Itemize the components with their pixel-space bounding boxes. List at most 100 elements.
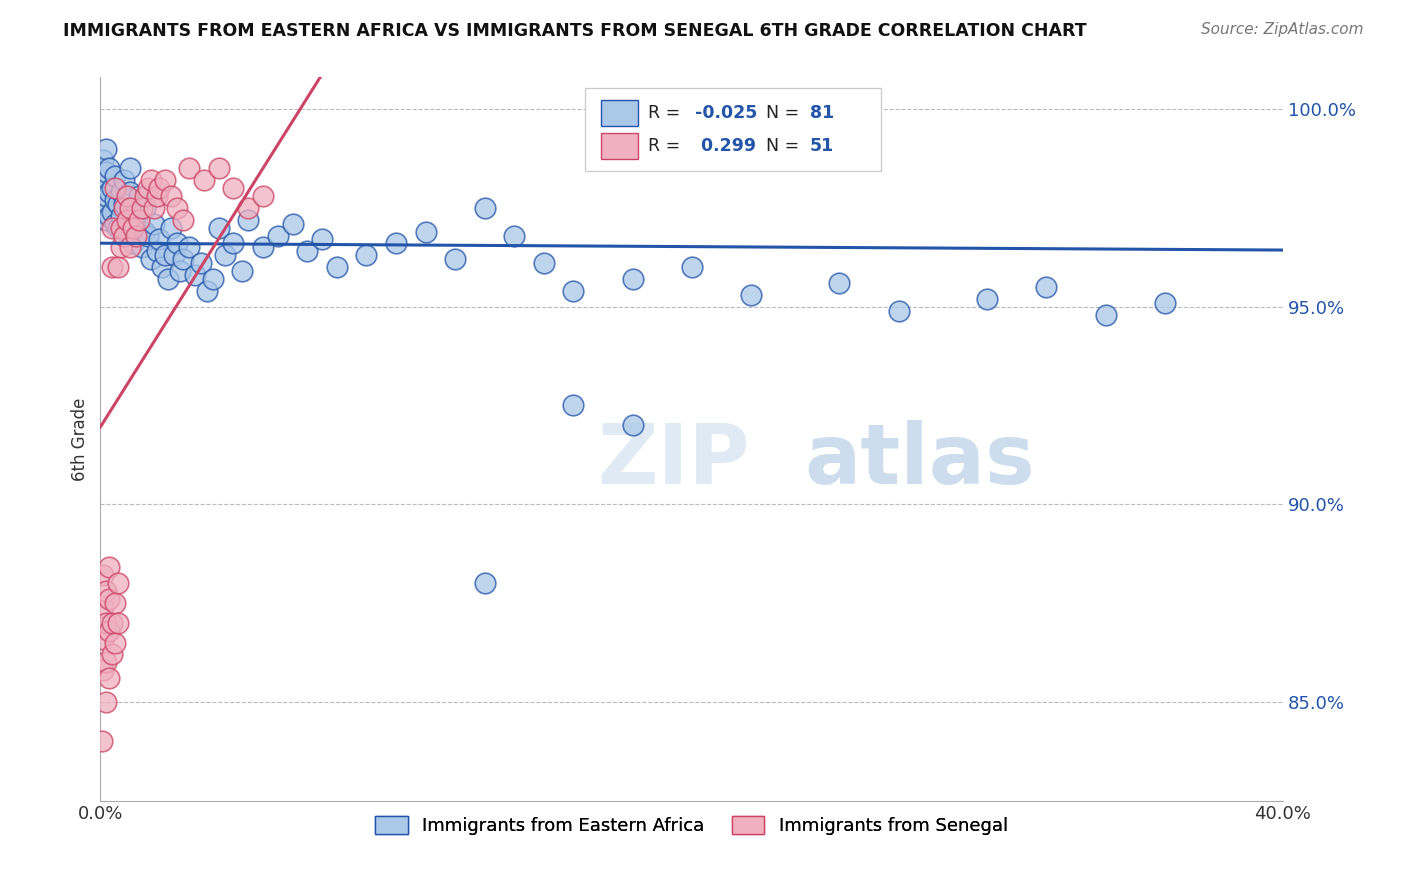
Point <box>252 240 274 254</box>
Point <box>252 189 274 203</box>
Point <box>190 256 212 270</box>
Point <box>155 173 177 187</box>
Point <box>281 217 304 231</box>
Point <box>136 181 159 195</box>
Point <box>145 244 167 259</box>
Point <box>118 201 141 215</box>
Point <box>96 212 118 227</box>
Point <box>1035 280 1057 294</box>
Point <box>96 584 118 599</box>
Point <box>131 201 153 215</box>
Point <box>297 244 319 259</box>
Point <box>134 225 156 239</box>
Point <box>96 695 118 709</box>
Point <box>621 272 644 286</box>
Point <box>122 212 145 227</box>
Point <box>91 153 114 168</box>
Point <box>104 181 127 195</box>
Point <box>474 576 496 591</box>
Point <box>96 165 118 179</box>
Point <box>828 276 851 290</box>
Text: N =: N = <box>766 137 804 155</box>
Point <box>1094 308 1116 322</box>
Point <box>98 161 121 176</box>
Point <box>148 232 170 246</box>
Point <box>98 209 121 223</box>
Point <box>91 599 114 614</box>
Point <box>110 185 132 199</box>
Point <box>101 181 124 195</box>
Point <box>125 201 148 215</box>
Point <box>134 201 156 215</box>
FancyBboxPatch shape <box>585 88 882 171</box>
Point <box>169 264 191 278</box>
Point <box>166 236 188 251</box>
Point <box>118 185 141 199</box>
Point <box>101 204 124 219</box>
Point <box>163 248 186 262</box>
Point <box>474 201 496 215</box>
Point <box>503 228 526 243</box>
Point <box>98 560 121 574</box>
Point <box>115 225 138 239</box>
Point <box>231 264 253 278</box>
Point <box>562 399 585 413</box>
Point <box>107 220 129 235</box>
Point <box>160 189 183 203</box>
Point <box>184 268 207 282</box>
Point <box>139 252 162 267</box>
FancyBboxPatch shape <box>600 100 638 126</box>
Text: R =: R = <box>648 103 686 122</box>
Text: N =: N = <box>766 103 804 122</box>
Point <box>238 201 260 215</box>
Point <box>104 635 127 649</box>
Point <box>90 734 112 748</box>
Text: atlas: atlas <box>804 420 1035 501</box>
Text: Source: ZipAtlas.com: Source: ZipAtlas.com <box>1201 22 1364 37</box>
Point <box>131 240 153 254</box>
Point <box>128 212 150 227</box>
Point <box>195 284 218 298</box>
Point <box>101 615 124 630</box>
Point <box>101 220 124 235</box>
Point <box>155 248 177 262</box>
Text: -0.025: -0.025 <box>695 103 758 122</box>
Point <box>91 197 114 211</box>
Point <box>107 197 129 211</box>
Point <box>207 220 229 235</box>
Point <box>139 173 162 187</box>
Point <box>104 596 127 610</box>
Point <box>125 228 148 243</box>
Text: 51: 51 <box>810 137 834 155</box>
Point <box>267 228 290 243</box>
Point <box>222 236 245 251</box>
Y-axis label: 6th Grade: 6th Grade <box>72 397 89 481</box>
Point <box>166 201 188 215</box>
Point <box>177 240 200 254</box>
Point <box>148 181 170 195</box>
Point <box>134 189 156 203</box>
Text: ZIP: ZIP <box>598 420 749 501</box>
Point <box>222 181 245 195</box>
Point <box>91 663 114 677</box>
Point <box>1153 295 1175 310</box>
Point <box>562 284 585 298</box>
Point <box>172 212 194 227</box>
Point <box>110 220 132 235</box>
Point <box>110 240 132 254</box>
Point <box>385 236 408 251</box>
Point <box>112 173 135 187</box>
Point <box>96 655 118 669</box>
Point <box>128 189 150 203</box>
Point <box>214 248 236 262</box>
Point <box>887 303 910 318</box>
Point <box>311 232 333 246</box>
Point <box>118 240 141 254</box>
Point <box>128 212 150 227</box>
Point <box>356 248 378 262</box>
Point <box>740 287 762 301</box>
Point <box>101 648 124 662</box>
Point <box>238 212 260 227</box>
Point <box>112 197 135 211</box>
Point <box>107 615 129 630</box>
